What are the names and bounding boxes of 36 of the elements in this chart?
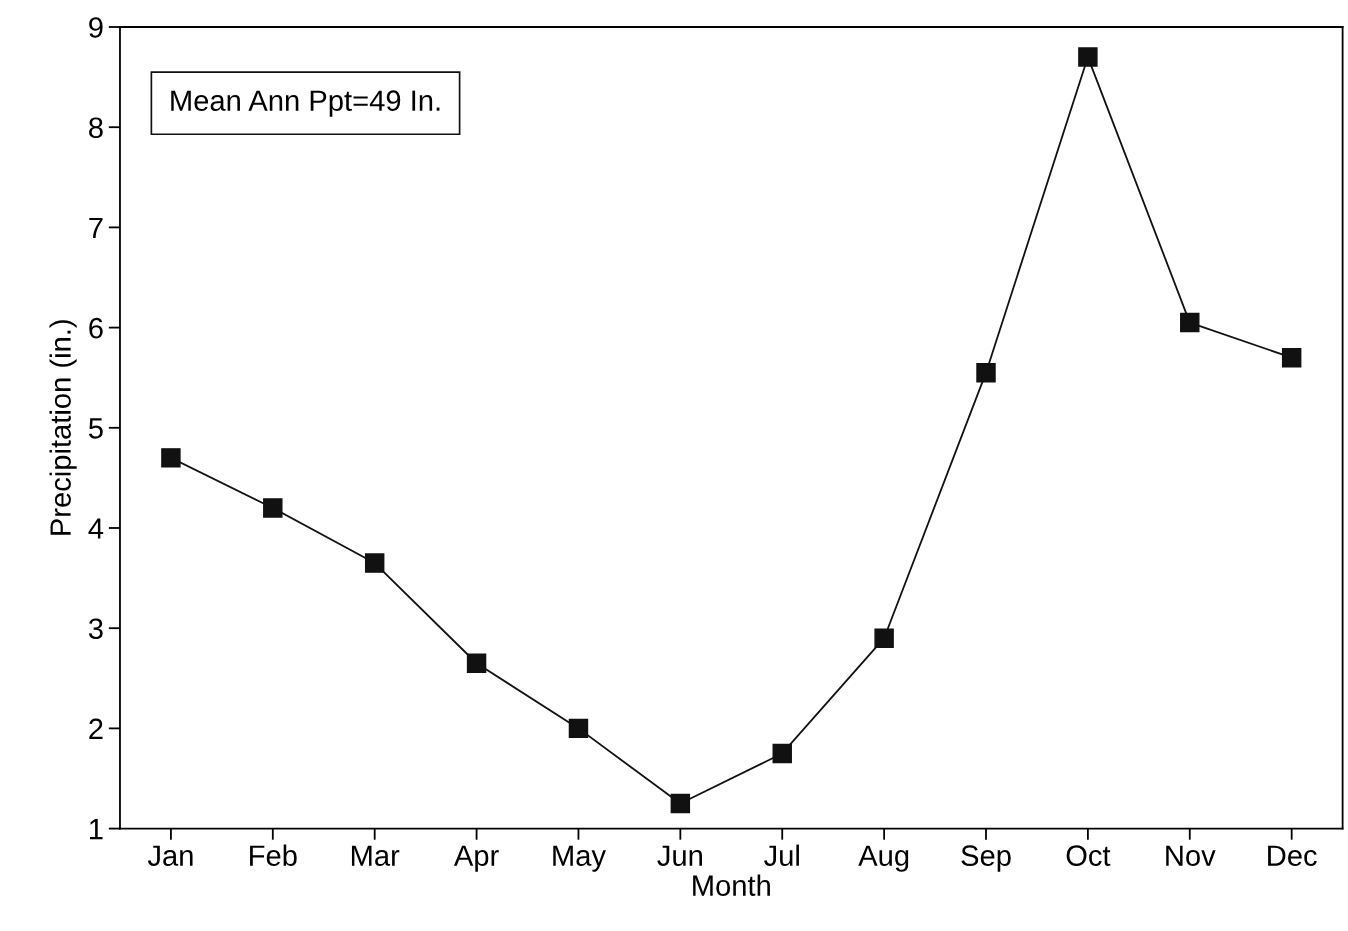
x-tick-label: Apr: [453, 845, 499, 872]
point: [1281, 347, 1302, 368]
point: [976, 362, 996, 383]
y-tick-label: 5: [88, 418, 103, 439]
x-tick-label: Jun: [657, 845, 702, 866]
point: [670, 793, 691, 814]
x-tick-label: Jul: [764, 844, 799, 866]
annotation: Mean Ann Ppt=49 In.: [171, 90, 440, 117]
point: [568, 718, 589, 739]
y-tick-label: 1: [90, 819, 103, 840]
point: [1180, 312, 1200, 333]
y-tick-label: 2: [89, 718, 103, 739]
x-tick-label: Dec: [1268, 845, 1317, 866]
x-axis-title: Month: [693, 874, 770, 896]
y-tick-label: 3: [88, 618, 103, 640]
y-tick-label: 6: [89, 317, 103, 339]
x-tick-label: Jan: [147, 845, 193, 866]
point: [161, 448, 181, 468]
x-tick-label: Mar: [351, 845, 400, 866]
point: [364, 553, 385, 573]
x-tick-label: Oct: [1066, 845, 1111, 866]
y-axis-title: Precipitation (in.): [49, 320, 77, 535]
x-tick-label: Aug: [858, 845, 909, 872]
point: [874, 628, 894, 648]
y-tick-label: 9: [89, 17, 103, 38]
point: [1078, 47, 1098, 67]
x-tick-label: Sep: [961, 845, 1011, 872]
y-tick-label: 4: [88, 518, 104, 539]
y-tick-label: 8: [89, 117, 103, 139]
point: [772, 743, 792, 764]
x-tick-label: May: [553, 845, 606, 872]
y-tick-label: 7: [89, 217, 103, 238]
point: [263, 498, 283, 518]
x-tick-label: Feb: [250, 844, 297, 866]
point: [466, 653, 487, 673]
x-tick-label: Nov: [1166, 845, 1216, 866]
